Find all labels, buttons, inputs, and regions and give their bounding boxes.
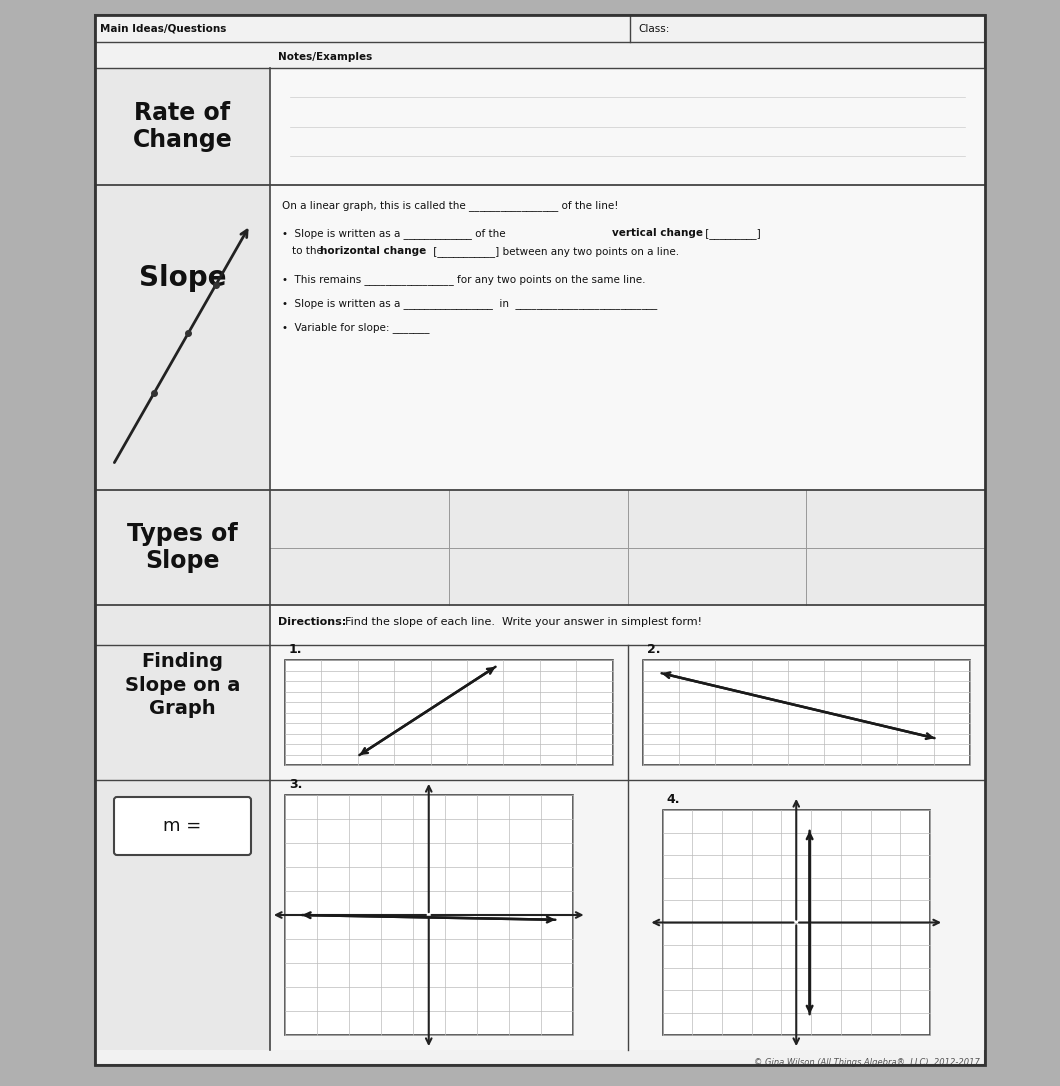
- Text: vertical change: vertical change: [612, 228, 703, 238]
- Text: Main Ideas/Questions: Main Ideas/Questions: [100, 24, 227, 34]
- Text: m =: m =: [163, 817, 201, 835]
- Bar: [95, 68, 270, 185]
- Text: Finding
Slope on a
Graph: Finding Slope on a Graph: [125, 652, 241, 718]
- Text: [_________]: [_________]: [702, 228, 761, 239]
- Text: •  Variable for slope: _______: • Variable for slope: _______: [282, 323, 429, 333]
- Bar: [270, 185, 985, 490]
- Text: horizontal change: horizontal change: [320, 247, 426, 256]
- Text: 1.: 1.: [289, 643, 302, 656]
- Bar: [95, 185, 270, 490]
- Text: •  Slope is written as a _____________ of the: • Slope is written as a _____________ of…: [282, 228, 512, 239]
- Text: [___________] between any two points on a line.: [___________] between any two points on …: [430, 247, 679, 257]
- Text: © Gina Wilson (All Things Algebra®, LLC), 2012-2017: © Gina Wilson (All Things Algebra®, LLC)…: [754, 1058, 980, 1068]
- Text: 2.: 2.: [647, 643, 660, 656]
- Text: Rate of
Change: Rate of Change: [132, 101, 232, 152]
- Text: •  This remains _________________ for any two points on the same line.: • This remains _________________ for any…: [282, 274, 646, 285]
- Text: Class:: Class:: [638, 24, 669, 34]
- Bar: [662, 810, 930, 1035]
- Bar: [285, 660, 613, 765]
- Bar: [95, 605, 270, 1050]
- Bar: [285, 795, 572, 1035]
- Text: to the: to the: [292, 247, 330, 256]
- Bar: [95, 15, 985, 1065]
- Text: 4.: 4.: [667, 793, 681, 806]
- Bar: [95, 15, 985, 1065]
- Bar: [95, 490, 270, 605]
- Bar: [270, 68, 985, 185]
- Text: Notes/Examples: Notes/Examples: [278, 52, 372, 62]
- Bar: [642, 660, 970, 765]
- Text: 3.: 3.: [289, 778, 302, 791]
- Text: Directions:: Directions:: [278, 617, 347, 627]
- Bar: [270, 490, 985, 605]
- Text: •  Slope is written as a _________________  in  ___________________________: • Slope is written as a ________________…: [282, 298, 657, 308]
- Text: Types of
Slope: Types of Slope: [127, 521, 237, 573]
- Text: Slope: Slope: [139, 264, 226, 291]
- Text: Find the slope of each line.  Write your answer in simplest form!: Find the slope of each line. Write your …: [344, 617, 702, 627]
- Bar: [270, 605, 985, 1050]
- Text: On a linear graph, this is called the _________________ of the line!: On a linear graph, this is called the __…: [282, 200, 618, 211]
- FancyBboxPatch shape: [114, 797, 251, 855]
